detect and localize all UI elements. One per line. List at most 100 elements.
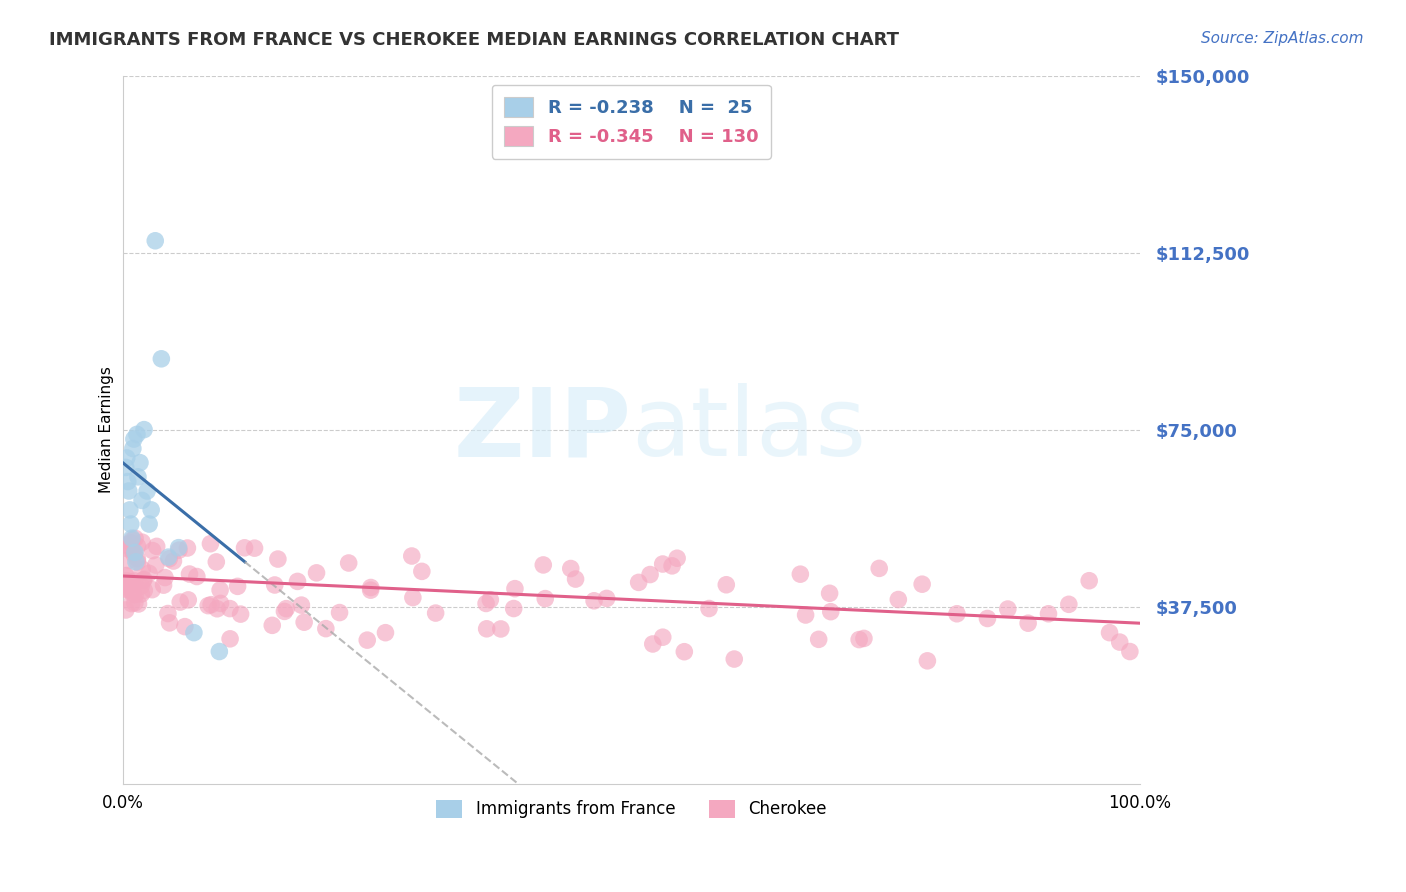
Point	[120, 535, 142, 549]
Point	[503, 582, 526, 596]
Point	[125, 555, 148, 569]
Point	[127, 539, 149, 553]
Point	[374, 625, 396, 640]
Point	[157, 551, 180, 566]
Point	[263, 578, 285, 592]
Point	[122, 587, 145, 601]
Point	[157, 550, 180, 565]
Point	[118, 553, 141, 567]
Point	[115, 574, 138, 588]
Point	[583, 594, 606, 608]
Point	[651, 557, 673, 571]
Text: ZIP: ZIP	[454, 384, 631, 476]
Point	[205, 555, 228, 569]
Point	[1098, 625, 1121, 640]
Point	[666, 551, 689, 566]
Point	[794, 607, 817, 622]
Point	[141, 503, 163, 517]
Point	[138, 517, 160, 532]
Point	[124, 574, 146, 588]
Point	[651, 630, 673, 644]
Point	[229, 607, 252, 621]
Point	[169, 595, 191, 609]
Point	[183, 625, 205, 640]
Point	[152, 578, 174, 592]
Point	[209, 596, 232, 610]
Point	[176, 541, 198, 555]
Point	[287, 574, 309, 589]
Point	[127, 555, 149, 569]
Point	[1078, 574, 1101, 588]
Point	[475, 622, 498, 636]
Point	[167, 541, 190, 555]
Point	[329, 606, 352, 620]
Point	[114, 460, 136, 475]
Point	[121, 574, 143, 589]
Legend: Immigrants from France, Cherokee: Immigrants from France, Cherokee	[429, 793, 834, 825]
Point	[219, 601, 242, 615]
Point	[641, 637, 664, 651]
Point	[124, 545, 146, 559]
Point	[209, 582, 232, 597]
Point	[124, 587, 146, 601]
Point	[179, 567, 201, 582]
Point	[564, 572, 586, 586]
Point	[121, 597, 143, 611]
Point	[1057, 597, 1080, 611]
Point	[145, 540, 167, 554]
Point	[131, 493, 153, 508]
Point	[117, 475, 139, 489]
Point	[120, 541, 142, 556]
Point	[1108, 635, 1130, 649]
Point	[121, 533, 143, 547]
Point	[150, 351, 173, 366]
Point	[153, 570, 176, 584]
Point	[145, 558, 167, 572]
Point	[360, 583, 382, 598]
Point	[820, 605, 842, 619]
Point	[205, 601, 228, 615]
Text: IMMIGRANTS FROM FRANCE VS CHEROKEE MEDIAN EARNINGS CORRELATION CHART: IMMIGRANTS FROM FRANCE VS CHEROKEE MEDIA…	[49, 31, 900, 49]
Point	[159, 615, 181, 630]
Point	[117, 541, 139, 556]
Point	[115, 537, 138, 551]
Point	[723, 652, 745, 666]
Point	[200, 537, 222, 551]
Point	[887, 592, 910, 607]
Point	[141, 582, 163, 597]
Point	[129, 579, 152, 593]
Text: atlas: atlas	[631, 384, 866, 476]
Point	[115, 603, 138, 617]
Point	[502, 601, 524, 615]
Point	[276, 601, 298, 615]
Point	[124, 596, 146, 610]
Point	[117, 580, 139, 594]
Point	[273, 604, 295, 618]
Point	[132, 573, 155, 587]
Point	[118, 483, 141, 498]
Point	[131, 562, 153, 576]
Point	[131, 587, 153, 601]
Point	[290, 598, 312, 612]
Point	[226, 579, 249, 593]
Point	[118, 503, 141, 517]
Point	[156, 607, 179, 621]
Point	[356, 633, 378, 648]
Point	[127, 470, 149, 484]
Point	[267, 552, 290, 566]
Point	[868, 561, 890, 575]
Point	[117, 578, 139, 592]
Point	[697, 601, 720, 615]
Point	[121, 442, 143, 456]
Point	[243, 541, 266, 556]
Point	[219, 632, 242, 646]
Point	[115, 450, 138, 465]
Point	[946, 607, 969, 621]
Point	[411, 565, 433, 579]
Point	[122, 548, 145, 562]
Point	[360, 581, 382, 595]
Point	[138, 566, 160, 581]
Text: Source: ZipAtlas.com: Source: ZipAtlas.com	[1201, 31, 1364, 46]
Point	[167, 543, 190, 558]
Point	[595, 591, 617, 606]
